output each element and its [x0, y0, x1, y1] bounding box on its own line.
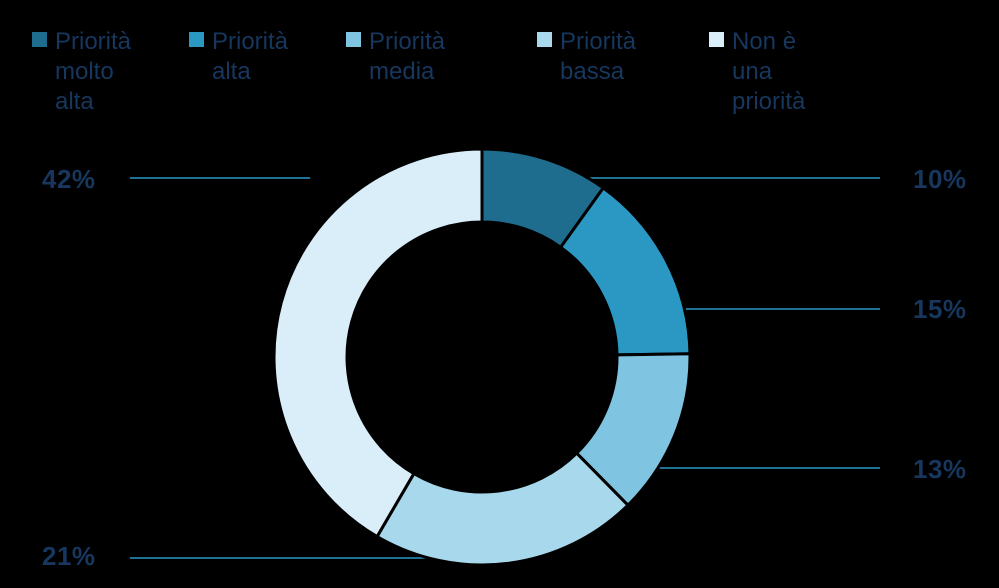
- legend-item-bassa: Priorità bassa: [537, 27, 636, 87]
- legend-item-media: Priorità media: [346, 27, 445, 87]
- legend-item-molto-alta: Priorità molto alta: [32, 27, 131, 117]
- legend-swatch-bassa: [537, 32, 552, 47]
- donut-slice-non-priorita: [272, 147, 484, 539]
- legend-label-molto-alta: Priorità molto alta: [55, 28, 132, 115]
- legend-swatch-media: [346, 32, 361, 47]
- legend-item-non-priorita: Non è una priorità: [709, 27, 805, 117]
- legend-label-alta: Priorità alta: [212, 28, 289, 85]
- data-label-molto-alta: 10%: [913, 164, 967, 194]
- data-label-alta: 15%: [913, 294, 967, 324]
- legend-label-non-priorita: Non è una priorità: [732, 28, 806, 115]
- legend-swatch-alta: [189, 32, 204, 47]
- data-label-bassa: 21%: [42, 541, 96, 571]
- legend-item-alta: Priorità alta: [189, 27, 288, 87]
- legend-label-media: Priorità media: [369, 28, 446, 85]
- donut-slice-bassa: [375, 451, 631, 567]
- chart-legend: Priorità molto alta Priorità alta Priori…: [0, 0, 999, 140]
- legend-swatch-non-priorita: [709, 32, 724, 47]
- legend-swatch-molto-alta: [32, 32, 47, 47]
- legend-label-bassa: Priorità bassa: [560, 28, 637, 85]
- data-label-non-priorita: 42%: [42, 164, 96, 194]
- data-label-media: 13%: [913, 454, 967, 484]
